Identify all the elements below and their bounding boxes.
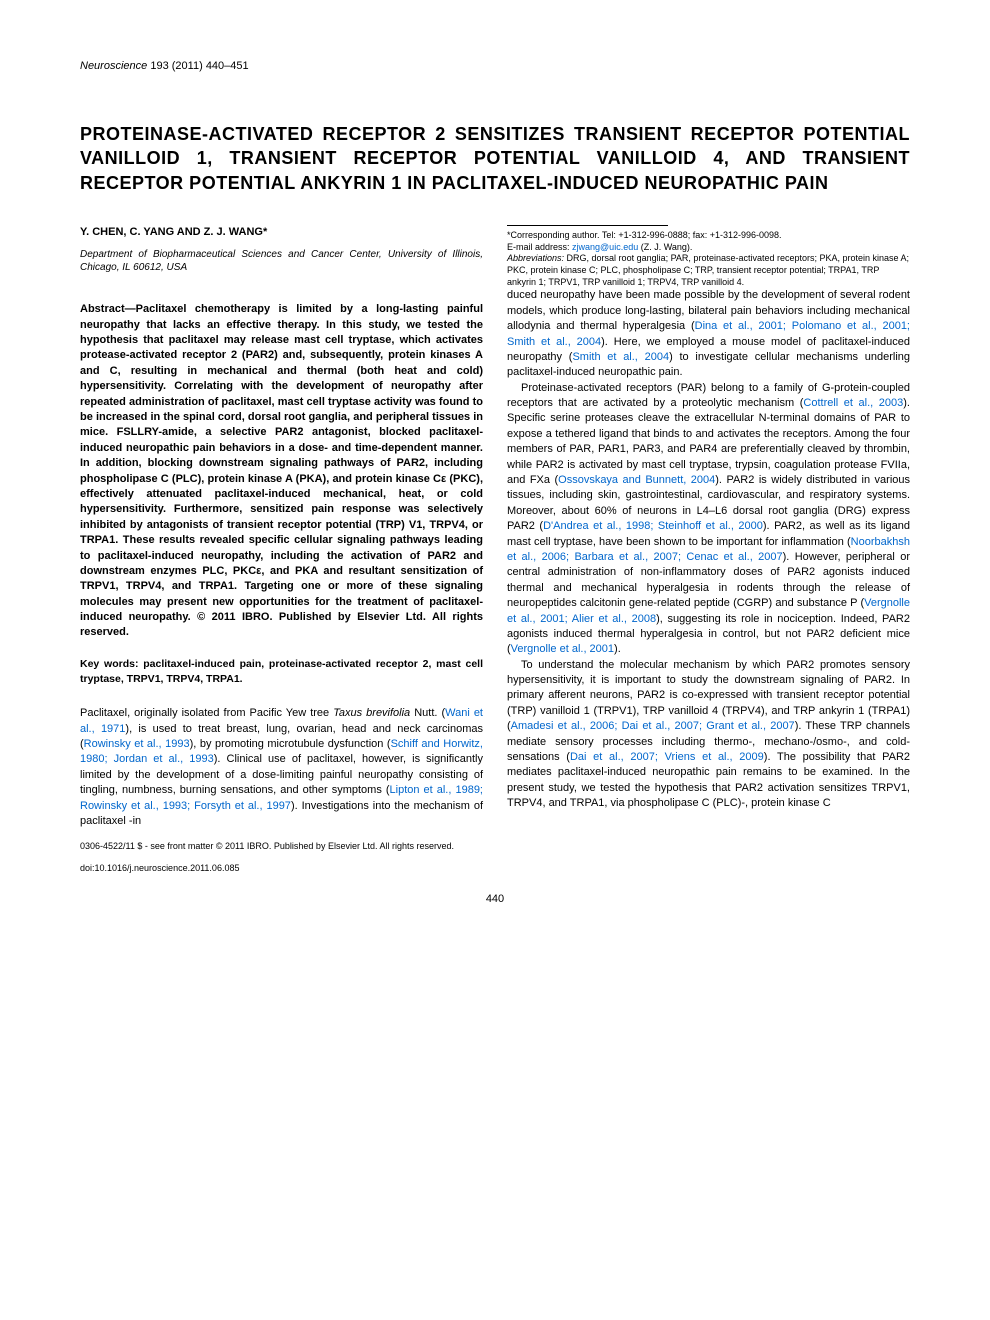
citation-link[interactable]: Ossovskaya and Bunnett, 2004 <box>558 474 715 486</box>
text: ), by promoting microtubule dysfunction … <box>190 738 391 750</box>
citation-link[interactable]: D'Andrea et al., 1998; Steinhoff et al.,… <box>543 520 763 532</box>
journal-volume: 193 <box>150 60 168 72</box>
intro-paragraph-3: To understand the molecular mechanism by… <box>507 658 910 812</box>
corresponding-footnote: *Corresponding author. Tel: +1-312-996-0… <box>507 230 910 242</box>
abbreviations-footnote: Abbreviations: DRG, dorsal root ganglia;… <box>507 253 910 288</box>
text: Nutt. ( <box>410 707 445 719</box>
journal-year: 2011 <box>175 60 199 72</box>
citation-link[interactable]: Vergnolle et al., 2001 <box>511 643 614 655</box>
abbrev-label: Abbreviations: <box>507 253 564 263</box>
text: ). Specific serine proteases cleave the … <box>507 397 910 486</box>
journal-name: Neuroscience <box>80 60 147 72</box>
email-name: (Z. J. Wang). <box>638 242 692 252</box>
intro-paragraph-2: Proteinase-activated receptors (PAR) bel… <box>507 381 910 658</box>
email-link[interactable]: zjwang@uic.edu <box>572 242 638 252</box>
text: Paclitaxel, originally isolated from Pac… <box>80 707 333 719</box>
citation-link[interactable]: Rowinsky et al., 1993 <box>84 738 190 750</box>
journal-pages: 440–451 <box>206 60 249 72</box>
two-column-body: Y. CHEN, C. YANG AND Z. J. WANG* Departm… <box>80 225 910 829</box>
citation-link[interactable]: Cottrell et al., 2003 <box>803 397 903 409</box>
affiliation: Department of Biopharmaceutical Sciences… <box>80 248 483 274</box>
authors: Y. CHEN, C. YANG AND Z. J. WANG* <box>80 225 483 240</box>
species-name: Taxus brevifolia <box>333 707 410 719</box>
citation-link[interactable]: Smith et al., 2004 <box>572 351 669 363</box>
intro-paragraph-1-continued: duced neuropathy have been made possible… <box>507 288 910 380</box>
abstract: Abstract—Paclitaxel chemotherapy is limi… <box>80 302 483 641</box>
page-number: 440 <box>80 893 910 905</box>
copyright-footer: 0306-4522/11 $ - see front matter © 2011… <box>80 841 910 851</box>
email-label: E-mail address: <box>507 242 572 252</box>
doi-footer: doi:10.1016/j.neuroscience.2011.06.085 <box>80 863 910 873</box>
abbrev-text: DRG, dorsal root ganglia; PAR, proteinas… <box>507 253 909 286</box>
keywords: Key words: paclitaxel-induced pain, prot… <box>80 657 483 686</box>
citation-link[interactable]: Dai et al., 2007; Vriens et al., 2009 <box>570 751 764 763</box>
intro-paragraph-1: Paclitaxel, originally isolated from Pac… <box>80 706 483 829</box>
email-footnote: E-mail address: zjwang@uic.edu (Z. J. Wa… <box>507 242 910 254</box>
citation-link[interactable]: Amadesi et al., 2006; Dai et al., 2007; … <box>511 720 795 732</box>
footnote-divider <box>507 225 668 226</box>
journal-header: Neuroscience 193 (2011) 440–451 <box>80 60 910 72</box>
text: ). <box>614 643 621 655</box>
article-title: PROTEINASE-ACTIVATED RECEPTOR 2 SENSITIZ… <box>80 122 910 195</box>
